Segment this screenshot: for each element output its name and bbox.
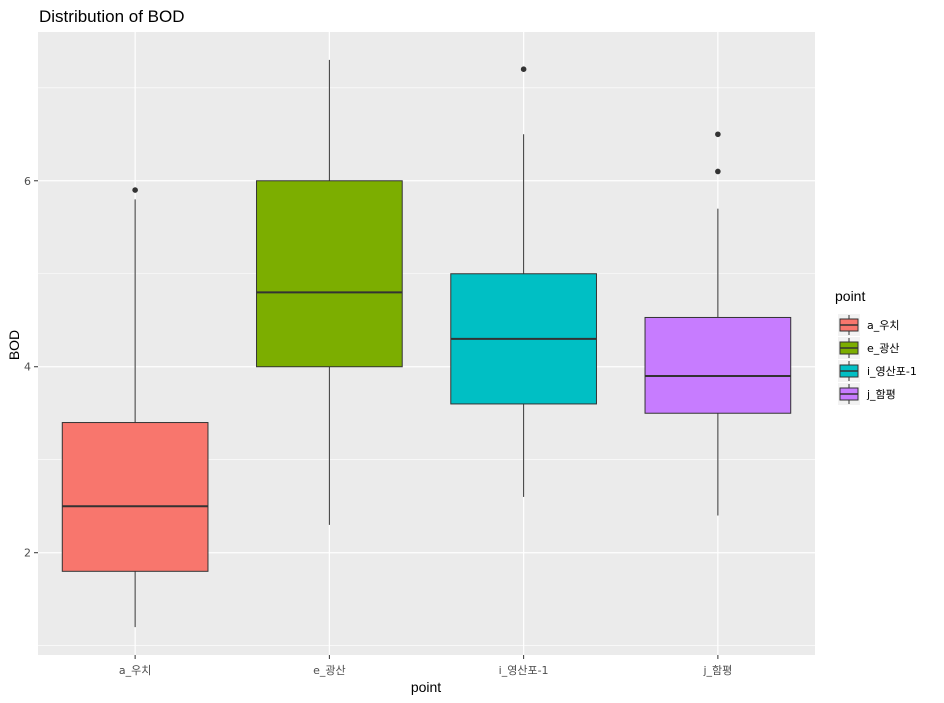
legend-label: a_우치: [867, 319, 899, 332]
legend-item: a_우치: [838, 314, 899, 336]
x-tick-label: i_영산포-1: [499, 664, 549, 677]
x-tick-label: e_광산: [313, 664, 346, 677]
box-3: [644, 131, 792, 516]
x-axis-title: point: [411, 679, 441, 695]
legend: point a_우치 e_광산 i_영산포-1 j_함평: [835, 288, 917, 405]
x-tick-label: a_우치: [119, 664, 151, 677]
outlier-point: [520, 66, 527, 72]
x-tick-label: j_함평: [702, 664, 732, 677]
legend-label: j_함평: [866, 388, 896, 401]
y-tick-label: 2: [24, 547, 31, 560]
y-tick-label: 4: [24, 361, 31, 374]
outlier-point: [715, 168, 721, 175]
legend-item: e_광산: [838, 337, 900, 359]
box-iqr: [61, 422, 209, 572]
y-tick-label: 6: [24, 175, 31, 188]
legend-item: i_영산포-1: [838, 360, 917, 382]
legend-label: e_광산: [867, 342, 900, 355]
legend-label: i_영산포-1: [867, 365, 917, 378]
box-iqr: [644, 316, 792, 414]
boxes-layer: [61, 59, 792, 628]
legend-title: point: [835, 288, 865, 304]
outlier-point: [715, 131, 721, 138]
outlier-point: [132, 187, 138, 193]
box-1: [256, 59, 403, 525]
box-0: [61, 187, 209, 628]
legend-item: j_함평: [838, 383, 896, 405]
box-2: [450, 66, 597, 497]
x-axis: a_우치 e_광산 i_영산포-1 j_함평: [119, 655, 732, 677]
box-iqr: [256, 180, 403, 368]
chart-title: Distribution of BOD: [39, 7, 185, 26]
y-axis-title: BOD: [6, 330, 22, 360]
y-axis: 2 4 6: [24, 175, 38, 560]
